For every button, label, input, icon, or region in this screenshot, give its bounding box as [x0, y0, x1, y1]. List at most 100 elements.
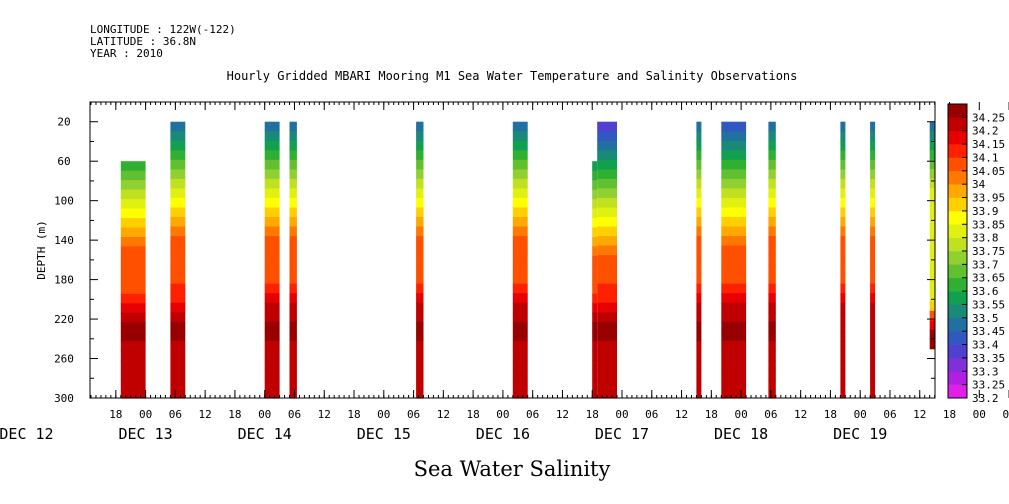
- profile-11-cell: [840, 293, 846, 304]
- colorbar-label: 34.25: [972, 111, 1005, 124]
- profile-3-cell: [289, 378, 297, 389]
- profile-4-cell: [416, 312, 424, 323]
- colorbar-label: 33.95: [972, 192, 1005, 205]
- profile-3-cell: [289, 188, 297, 199]
- profile-0-cell: [120, 274, 146, 285]
- colorbar-swatch: [948, 384, 967, 399]
- profile-5-cell: [512, 388, 528, 399]
- profile-1-cell: [170, 217, 186, 228]
- profile-8-cell: [696, 159, 702, 170]
- profile-2-cell: [264, 226, 280, 237]
- profile-8-cell: [696, 388, 702, 399]
- profile-7-cell: [597, 331, 617, 342]
- profile-9-cell: [721, 388, 747, 399]
- colorbar-swatch: [948, 277, 967, 292]
- y-tick-label: 260: [54, 353, 74, 366]
- profile-1-cell: [170, 274, 186, 285]
- profile-10-cell: [768, 236, 776, 247]
- profile-0-cell: [120, 322, 146, 333]
- profile-11-cell: [840, 340, 846, 351]
- profile-3-cell: [289, 169, 297, 180]
- profile-2-cell: [264, 340, 280, 351]
- profile-0-cell: [120, 246, 146, 257]
- profile-8-cell: [696, 302, 702, 313]
- profile-6-cell: [592, 227, 598, 238]
- profile-2-cell: [264, 369, 280, 380]
- profile-10-cell: [768, 369, 776, 380]
- profile-7-cell: [597, 245, 617, 256]
- profile-3-cell: [289, 302, 297, 313]
- profile-11-cell: [840, 388, 846, 399]
- x-tick-label: 18: [467, 408, 480, 421]
- profile-1-cell: [170, 302, 186, 313]
- profile-5-cell: [512, 226, 528, 237]
- colorbar-label: 33.55: [972, 298, 1005, 311]
- profile-8-cell: [696, 293, 702, 304]
- profile-4-cell: [416, 302, 424, 313]
- colorbar-label: 33.4: [972, 339, 999, 352]
- profile-1-cell: [170, 169, 186, 180]
- colorbar-label: 34.1: [972, 151, 999, 164]
- profile-11-cell: [840, 207, 846, 218]
- profile-2-cell: [264, 159, 280, 170]
- profile-2-cell: [264, 178, 280, 189]
- profile-11-cell: [840, 255, 846, 266]
- profile-10-cell: [768, 321, 776, 332]
- profile-7-cell: [597, 378, 617, 389]
- colorbar-label: 33.45: [972, 325, 1005, 338]
- profile-12-cell: [870, 388, 876, 399]
- profile-4-cell: [416, 169, 424, 180]
- x-tick-label: 00: [615, 408, 628, 421]
- colorbar-label: 33.65: [972, 272, 1005, 285]
- profile-7-cell: [597, 169, 617, 180]
- profile-9-cell: [721, 274, 747, 285]
- y-tick-label: 300: [54, 392, 74, 405]
- profile-0-cell: [120, 303, 146, 314]
- profile-6-cell: [592, 208, 598, 219]
- x-tick-label: 00: [734, 408, 747, 421]
- profile-8-cell: [696, 312, 702, 323]
- profile-1-cell: [170, 359, 186, 370]
- profile-5-cell: [512, 150, 528, 161]
- profile-5-cell: [512, 350, 528, 361]
- profile-7-cell: [597, 264, 617, 275]
- profile-10-cell: [768, 388, 776, 399]
- profile-13-cell: [929, 187, 935, 198]
- profile-2-cell: [264, 140, 280, 151]
- profile-10-cell: [768, 264, 776, 275]
- profile-8-cell: [696, 150, 702, 161]
- profile-5-cell: [512, 255, 528, 266]
- profile-10-cell: [768, 159, 776, 170]
- profile-10-cell: [768, 378, 776, 389]
- colorbar-swatch: [948, 251, 967, 265]
- profile-11-cell: [840, 321, 846, 332]
- profile-9-cell: [721, 150, 747, 161]
- profile-2-cell: [264, 283, 280, 294]
- profile-5-cell: [512, 197, 528, 208]
- date-label: DEC 16: [476, 425, 530, 443]
- profile-0-cell: [120, 331, 146, 342]
- profile-13-cell: [929, 301, 935, 312]
- colorbar-label: 33.85: [972, 218, 1005, 231]
- profile-9-cell: [721, 159, 747, 170]
- profile-10-cell: [768, 169, 776, 180]
- profile-3-cell: [289, 264, 297, 275]
- profile-3-cell: [289, 140, 297, 151]
- profile-8-cell: [696, 321, 702, 332]
- profile-3-cell: [289, 178, 297, 189]
- profile-7-cell: [597, 283, 617, 294]
- profile-2-cell: [264, 236, 280, 247]
- colorbar-swatch: [948, 130, 967, 145]
- profile-6-cell: [592, 350, 598, 361]
- date-label: DEC 12: [0, 425, 54, 443]
- profile-3-cell: [289, 359, 297, 370]
- colorbar-label: 34.2: [972, 125, 999, 138]
- profile-8-cell: [696, 274, 702, 285]
- colorbar: 33.233.2533.333.3533.433.4533.533.5533.6…: [947, 103, 1005, 405]
- profile-6-cell: [592, 180, 598, 191]
- y-tick-label: 100: [54, 195, 74, 208]
- profile-0-cell: [120, 227, 146, 238]
- profile-5-cell: [512, 236, 528, 247]
- profile-12-cell: [870, 264, 876, 275]
- profile-2-cell: [264, 331, 280, 342]
